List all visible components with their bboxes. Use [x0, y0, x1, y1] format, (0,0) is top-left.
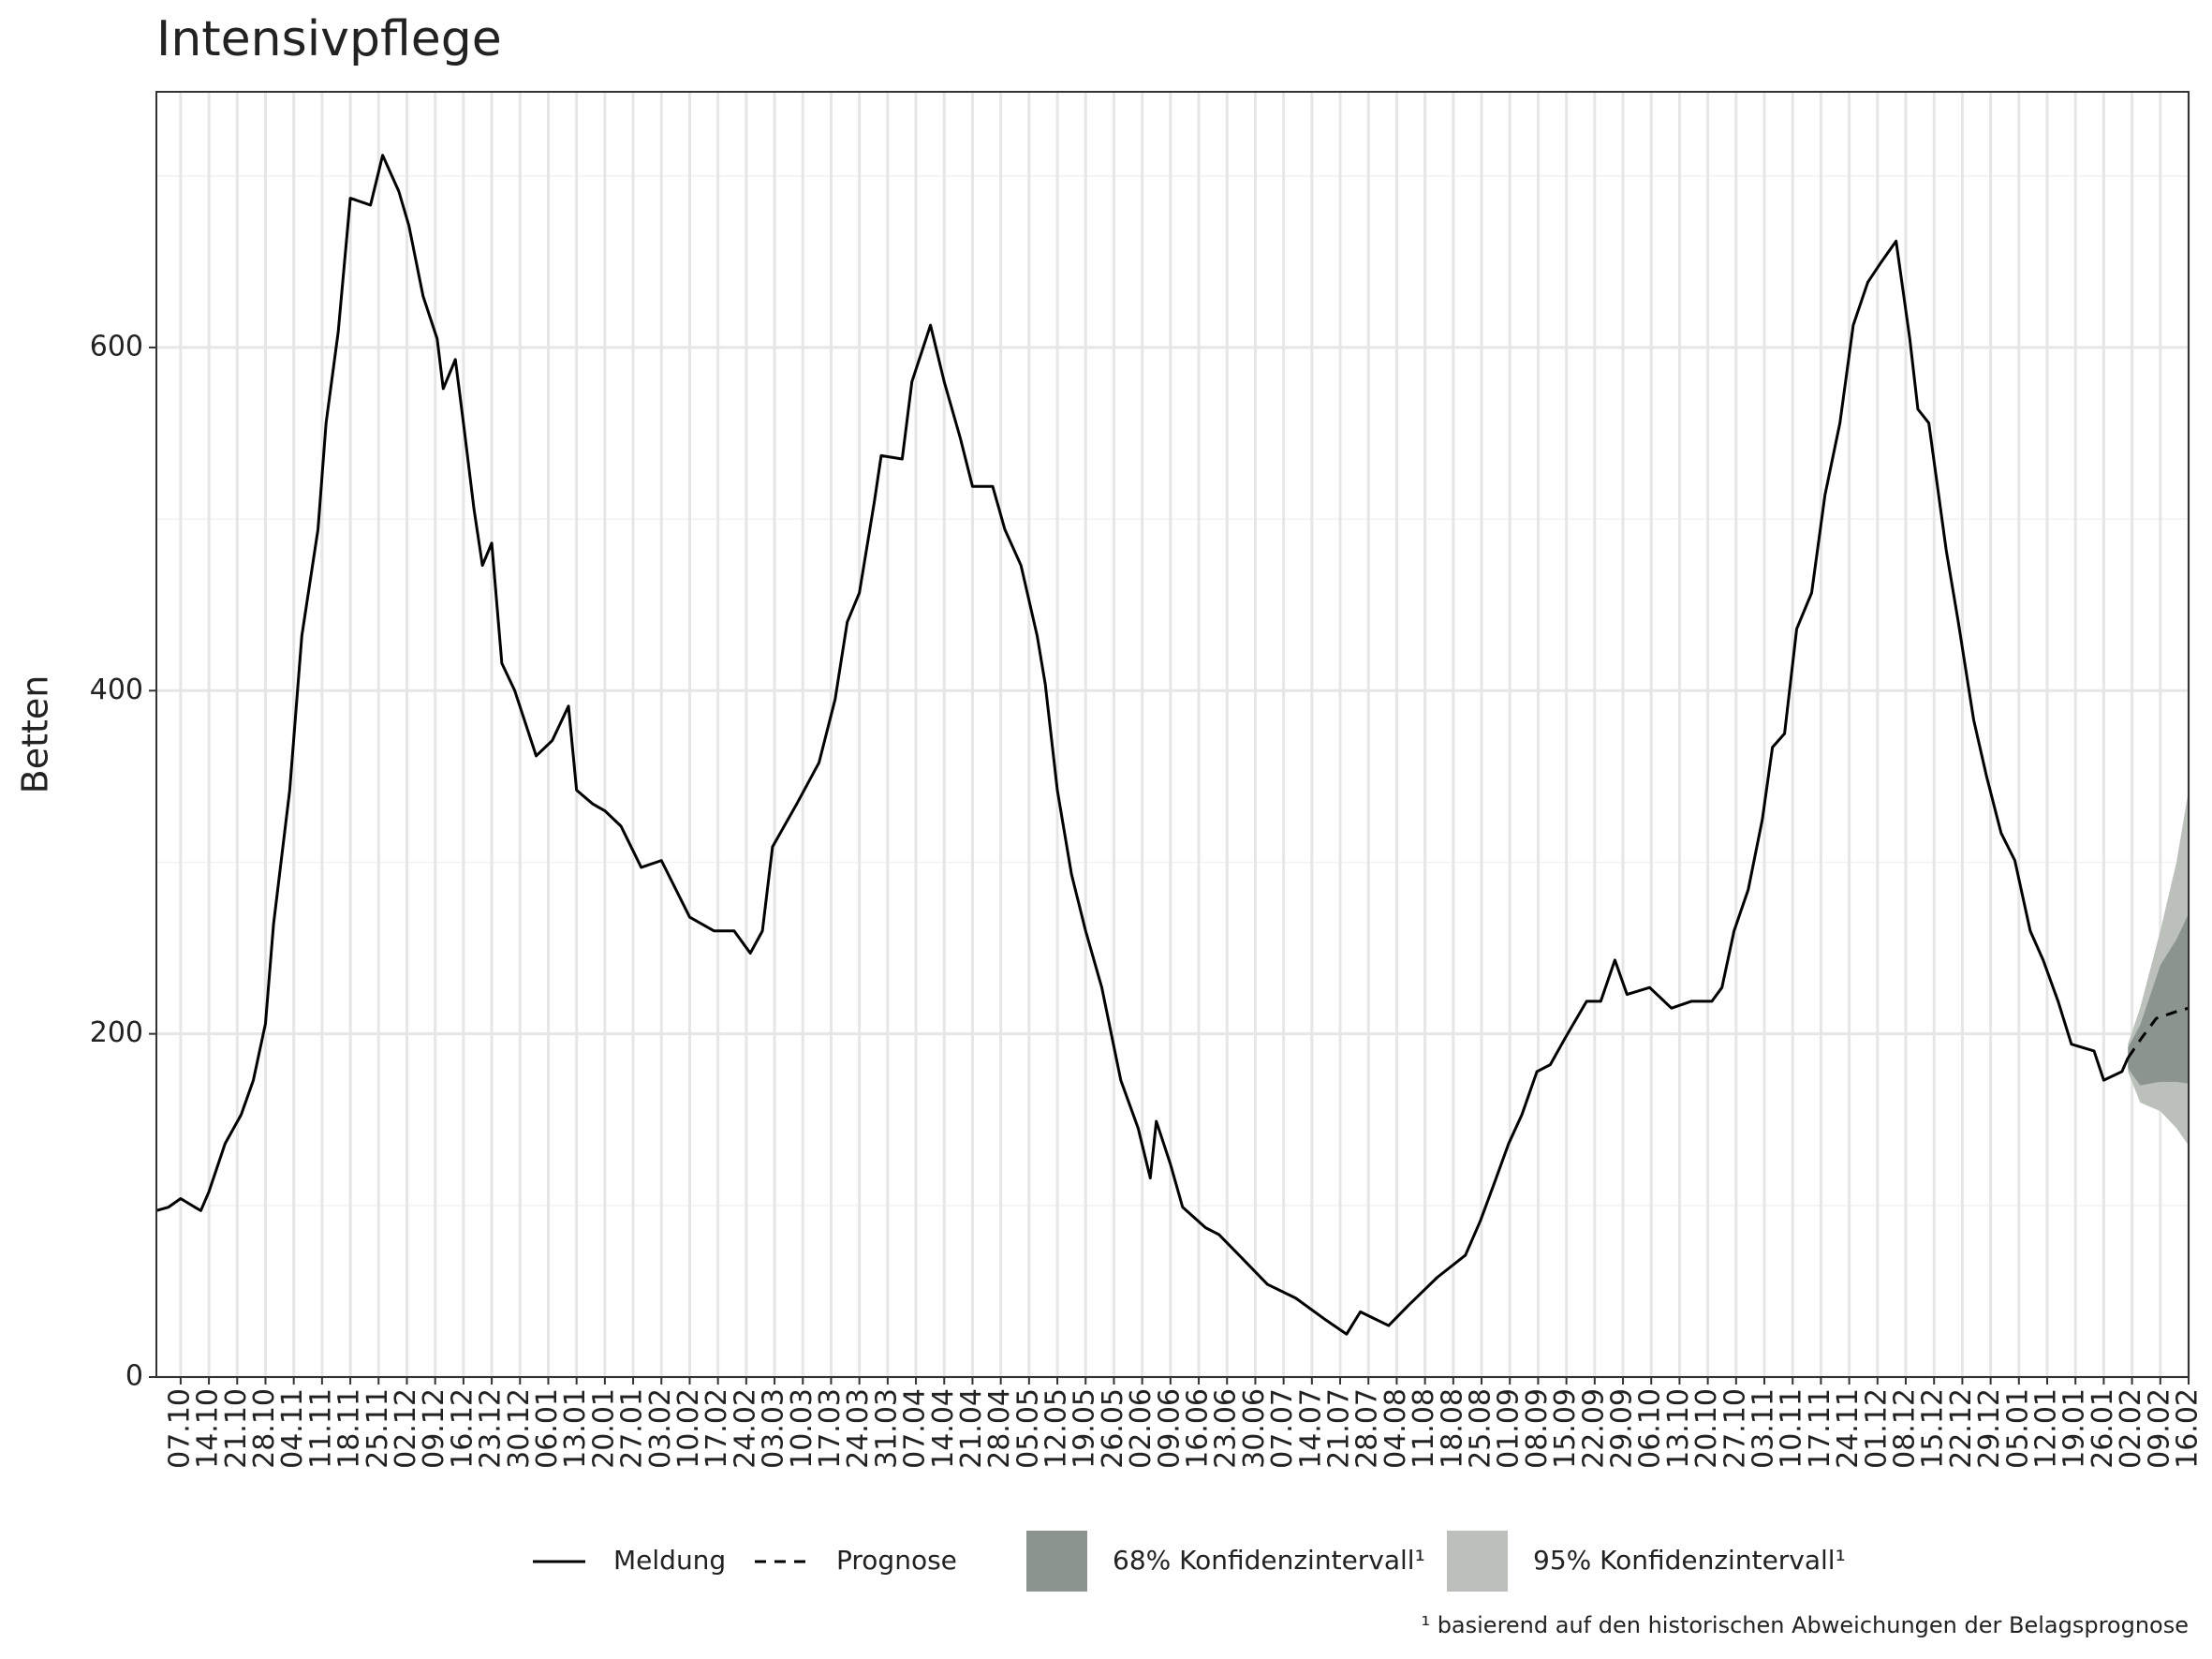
y-tick-label: 400: [90, 674, 143, 706]
legend-swatch: [1447, 1531, 1508, 1592]
y-tick-label: 600: [90, 330, 143, 363]
x-tick-label: 14.04: [927, 1388, 960, 1469]
legend-label: 95% Konfidenzintervall¹: [1533, 1545, 1846, 1576]
x-tick-label: 28.04: [983, 1388, 1016, 1469]
x-tick-label: 21.07: [1323, 1388, 1356, 1469]
x-tick-label: 05.05: [1011, 1388, 1044, 1469]
x-tick-label: 07.04: [899, 1388, 932, 1469]
x-tick-label: 02.06: [1125, 1388, 1158, 1469]
x-tick-label: 25.08: [1465, 1388, 1497, 1469]
x-tick-label: 17.11: [1804, 1388, 1836, 1469]
x-tick-label: 11.08: [1408, 1388, 1440, 1469]
x-tick-label: 18.08: [1436, 1388, 1468, 1469]
x-tick-label: 21.04: [955, 1388, 988, 1469]
x-tick-label: 01.09: [1493, 1388, 1526, 1469]
x-tick-label: 17.02: [700, 1388, 733, 1469]
x-tick-label: 07.07: [1266, 1388, 1299, 1469]
data-line: [2127, 1006, 2190, 1059]
x-tick-label: 01.12: [1860, 1388, 1893, 1469]
x-tick-label: 16.12: [446, 1388, 479, 1469]
x-tick-label: 18.11: [333, 1388, 366, 1469]
x-tick-label: 25.11: [361, 1388, 394, 1469]
x-tick-label: 28.07: [1351, 1388, 1384, 1469]
x-tick-label: 07.10: [163, 1388, 196, 1469]
x-tick-label: 09.12: [418, 1388, 450, 1469]
x-tick-label: 20.10: [1690, 1388, 1723, 1469]
x-tick-label: 12.01: [2030, 1388, 2063, 1469]
x-tick-label: 15.12: [1917, 1388, 1950, 1469]
x-tick-label: 17.03: [814, 1388, 847, 1469]
x-tick-label: 10.03: [786, 1388, 818, 1469]
footnote: ¹ basierend auf den historischen Abweich…: [1421, 1612, 2189, 1638]
x-tick-label: 23.06: [1210, 1388, 1243, 1469]
x-tick-label: 24.03: [842, 1388, 875, 1469]
chart-title: Intensivpflege: [156, 11, 502, 67]
x-tick-label: 24.02: [729, 1388, 761, 1469]
x-tick-label: 19.01: [2058, 1388, 2091, 1469]
legend-swatch: [1026, 1531, 1087, 1592]
x-tick-label: 11.11: [304, 1388, 337, 1469]
y-tick-label: 0: [125, 1360, 143, 1393]
x-tick-label: 23.12: [475, 1388, 508, 1469]
x-tick-label: 29.12: [1973, 1388, 2006, 1469]
x-tick-label: 26.05: [1097, 1388, 1129, 1469]
x-tick-label: 04.11: [276, 1388, 309, 1469]
x-tick-label: 09.06: [1153, 1388, 1186, 1469]
confidence-band: [2128, 913, 2189, 1086]
x-tick-label: 13.10: [1662, 1388, 1695, 1469]
x-tick-label: 08.09: [1521, 1388, 1554, 1469]
x-tick-label: 31.03: [870, 1388, 903, 1469]
x-tick-label: 04.08: [1379, 1388, 1412, 1469]
x-tick-label: 03.03: [758, 1388, 790, 1469]
x-tick-label: 15.09: [1549, 1388, 1582, 1469]
x-tick-label: 27.10: [1718, 1388, 1751, 1469]
legend-label: Meldung: [613, 1545, 726, 1576]
x-tick-label: 21.10: [220, 1388, 253, 1469]
x-tick-label: 06.10: [1634, 1388, 1667, 1469]
x-tick-label: 14.07: [1294, 1388, 1327, 1469]
x-tick-label: 16.06: [1182, 1388, 1215, 1469]
y-axis-label: Betten: [15, 675, 56, 794]
data-line: [155, 154, 2130, 1336]
x-tick-label: 02.12: [390, 1388, 422, 1469]
x-tick-label: 02.02: [2115, 1388, 2147, 1469]
x-tick-label: 29.09: [1606, 1388, 1639, 1469]
x-tick-label: 30.06: [1238, 1388, 1271, 1469]
x-tick-label: 13.01: [559, 1388, 592, 1469]
x-tick-label: 03.02: [644, 1388, 677, 1469]
x-tick-label: 19.05: [1069, 1388, 1101, 1469]
x-tick-label: 08.12: [1889, 1388, 1922, 1469]
legend-label: 68% Konfidenzintervall¹: [1113, 1545, 1425, 1576]
x-tick-label: 24.11: [1832, 1388, 1865, 1469]
x-tick-label: 27.01: [616, 1388, 649, 1469]
x-tick-label: 14.10: [192, 1388, 225, 1469]
x-tick-label: 05.01: [2001, 1388, 2034, 1469]
x-tick-label: 10.02: [672, 1388, 705, 1469]
x-tick-label: 12.05: [1040, 1388, 1073, 1469]
x-tick-label: 26.01: [2087, 1388, 2119, 1469]
plot-border: [155, 91, 2190, 1378]
x-tick-label: 03.11: [1747, 1388, 1780, 1469]
y-tick-label: 200: [90, 1016, 143, 1049]
x-tick-label: 30.12: [503, 1388, 536, 1469]
legend-label: Prognose: [836, 1545, 957, 1576]
x-tick-label: 16.02: [2172, 1388, 2205, 1469]
x-tick-label: 28.10: [248, 1388, 281, 1469]
x-tick-label: 09.02: [2143, 1388, 2175, 1469]
x-tick-label: 22.09: [1577, 1388, 1610, 1469]
x-tick-label: 06.01: [531, 1388, 564, 1469]
x-tick-label: 10.11: [1776, 1388, 1808, 1469]
x-tick-label: 20.01: [587, 1388, 620, 1469]
x-tick-label: 22.12: [1945, 1388, 1978, 1469]
